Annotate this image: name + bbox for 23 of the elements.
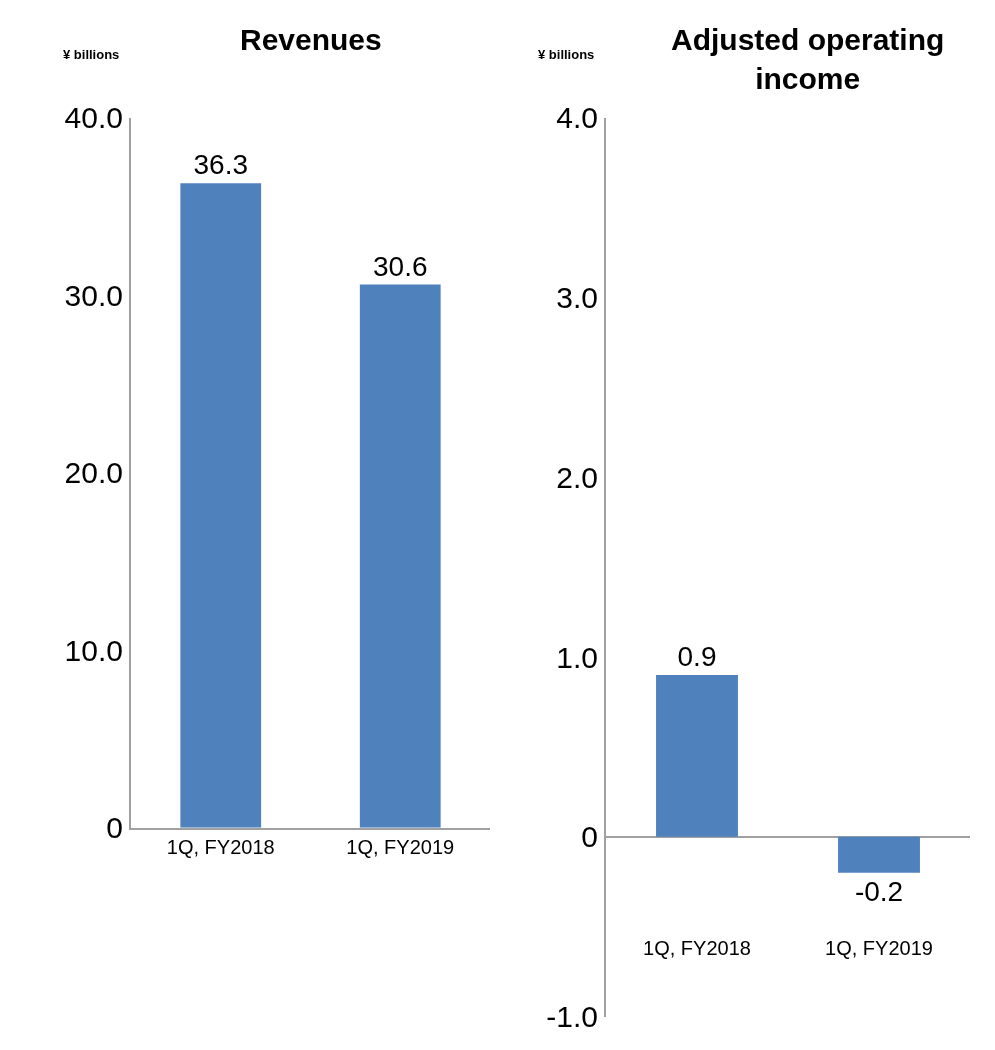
y-tick-label: 30.0: [64, 278, 123, 312]
y-tick-label: 20.0: [64, 456, 123, 490]
x-tick-label: 1Q, FY2018: [166, 835, 275, 858]
data-label: -0.2: [854, 875, 904, 907]
data-label: 30.6: [373, 250, 428, 282]
y-tick-label: 1.0: [556, 640, 598, 674]
y-tick-label: 3.0: [556, 280, 598, 314]
chart-title: Revenues: [240, 23, 382, 56]
data-label: 36.3: [193, 149, 248, 181]
y-tick-label: 4.0: [556, 101, 598, 135]
y-axis-title: ¥ billions: [538, 47, 595, 62]
y-tick-label: 10.0: [64, 633, 123, 667]
data-label: 0.9: [677, 640, 717, 672]
y-tick-label: 40.0: [64, 101, 123, 135]
y-axis-title: ¥ billions: [63, 47, 120, 62]
x-tick-label: 1Q, FY2018: [643, 937, 751, 960]
y-tick-label: 2.0: [556, 460, 598, 494]
y-tick-label: 0: [106, 811, 123, 845]
y-tick-label: -1.0: [546, 1000, 598, 1034]
y-tick-label: 0: [581, 820, 598, 854]
x-tick-label: 1Q, FY2019: [825, 937, 933, 960]
chart-title: Adjusted operating income: [671, 23, 945, 95]
x-tick-label: 1Q, FY2019: [346, 835, 455, 858]
